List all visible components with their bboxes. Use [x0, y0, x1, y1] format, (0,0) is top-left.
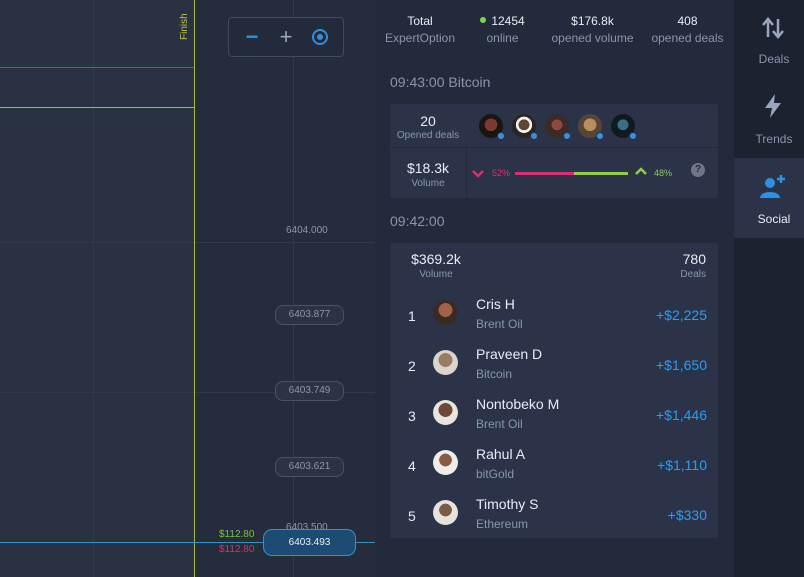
zoom-controls: − +	[228, 17, 344, 57]
add-user-icon	[759, 172, 787, 200]
leader-row[interactable]: 5 Timothy S Ethereum +$330	[390, 494, 718, 544]
leaderboard-volume: $369.2k Volume	[411, 251, 461, 280]
price-chart[interactable]: Finish − + 6404.000 6403.877 6403.749 64…	[0, 0, 375, 577]
price-label: 6403.877	[275, 305, 344, 325]
leader-rank: 4	[408, 458, 416, 474]
leader-row[interactable]: 4 Rahul A bitGold +$1,110	[390, 444, 718, 494]
avatar	[433, 350, 458, 375]
center-chart-button[interactable]	[306, 23, 334, 51]
lightning-icon	[759, 92, 787, 120]
leader-name: Rahul A	[476, 446, 526, 462]
volume-label: Volume	[411, 178, 445, 189]
leader-name: Timothy S	[476, 496, 539, 512]
leader-asset: bitGold	[476, 467, 515, 481]
leaderboard-card: $369.2k Volume 780 Deals 1 Cris H Brent …	[390, 243, 718, 538]
leader-profit: +$2,225	[656, 307, 707, 323]
current-price-badge: 6403.493	[263, 529, 356, 556]
stat-online: 12454 online	[465, 14, 540, 45]
price-label: 6404.000	[286, 225, 328, 236]
zoom-in-button[interactable]: +	[279, 24, 293, 49]
chevron-up-icon	[635, 163, 647, 179]
zoom-out-button[interactable]: −	[245, 24, 259, 49]
avatar[interactable]	[512, 114, 538, 140]
avatar[interactable]	[578, 114, 604, 140]
leader-row[interactable]: 3 Nontobeko M Brent Oil +$1,446	[390, 394, 718, 444]
volume-value: $18.3k	[406, 160, 450, 176]
avatar[interactable]	[545, 114, 571, 140]
avatar	[433, 300, 458, 325]
leader-profit: +$330	[667, 507, 707, 523]
leader-name: Cris H	[476, 296, 515, 312]
amount-down: $112.80	[219, 544, 255, 555]
leader-name: Praveen D	[476, 346, 543, 362]
finish-label: Finish	[179, 13, 190, 40]
grid-line	[93, 0, 94, 577]
leader-profit: +$1,110	[657, 457, 707, 473]
current-price-line	[0, 542, 375, 543]
leader-profit: +$1,650	[656, 357, 707, 373]
avatar	[433, 450, 458, 475]
nav-label: Social	[757, 212, 791, 226]
help-icon[interactable]: ?	[691, 163, 705, 177]
chevron-down-icon	[472, 166, 484, 182]
leaderboard-deals: 780 Deals	[680, 251, 706, 280]
avatar[interactable]	[479, 114, 505, 140]
nav-deals[interactable]: Deals	[734, 0, 804, 78]
leader-asset: Brent Oil	[476, 417, 523, 431]
grid-line	[293, 0, 294, 577]
price-label: 6403.500	[286, 522, 328, 533]
price-label: 6403.749	[275, 381, 344, 401]
avatar	[433, 500, 458, 525]
down-percent: 52%	[492, 168, 511, 178]
nav-label: Deals	[758, 52, 790, 66]
stat-volume: $176.8k opened volume	[551, 13, 634, 45]
leader-row[interactable]: 1 Cris H Brent Oil +$2,225	[390, 294, 718, 344]
leader-rank: 2	[408, 358, 416, 374]
leader-rank: 5	[408, 508, 416, 524]
opened-deals-count: 20	[420, 113, 436, 129]
pink-level-line	[0, 67, 194, 68]
leader-asset: Brent Oil	[476, 317, 523, 331]
avatar	[433, 400, 458, 425]
stat-total: Total ExpertOption	[384, 13, 456, 45]
social-panel: Total ExpertOption 12454 online $176.8k …	[375, 0, 734, 577]
trader-avatars	[479, 114, 637, 140]
section-time: 09:43:00 Bitcoin	[390, 74, 491, 90]
right-nav: Deals Trends Social	[734, 0, 804, 577]
nav-label: Trends	[755, 132, 793, 146]
target-icon	[312, 29, 328, 45]
online-dot-icon	[480, 16, 487, 23]
nav-trends[interactable]: Trends	[734, 78, 804, 156]
leader-row[interactable]: 2 Praveen D Bitcoin +$1,650	[390, 344, 718, 394]
down-volume-bar	[515, 172, 574, 175]
grid-line	[0, 242, 375, 243]
current-deals-card: 20 Opened deals $18.3k Volume 52%	[390, 104, 718, 198]
leader-rank: 3	[408, 408, 416, 424]
leader-rank: 1	[408, 308, 416, 324]
amount-up: $112.80	[219, 529, 255, 540]
leader-profit: +$1,446	[656, 407, 707, 423]
stats-bar: Total ExpertOption 12454 online $176.8k …	[375, 0, 734, 58]
leader-name: Nontobeko M	[476, 396, 560, 412]
stat-deals: 408 opened deals	[651, 13, 724, 45]
opened-deals-label: Opened deals	[396, 130, 460, 141]
section-time: 09:42:00	[390, 213, 445, 229]
nav-social[interactable]: Social	[734, 158, 804, 238]
green-level-line	[0, 107, 194, 108]
avatar[interactable]	[611, 114, 637, 140]
leader-asset: Ethereum	[476, 517, 529, 531]
swap-arrows-icon	[759, 14, 787, 42]
chart-past-area	[0, 0, 195, 577]
leader-asset: Bitcoin	[476, 367, 513, 381]
finish-line	[194, 0, 195, 577]
up-percent: 48%	[654, 168, 673, 178]
price-label: 6403.621	[275, 457, 344, 477]
up-volume-bar	[574, 172, 628, 175]
grid-line	[0, 392, 375, 393]
